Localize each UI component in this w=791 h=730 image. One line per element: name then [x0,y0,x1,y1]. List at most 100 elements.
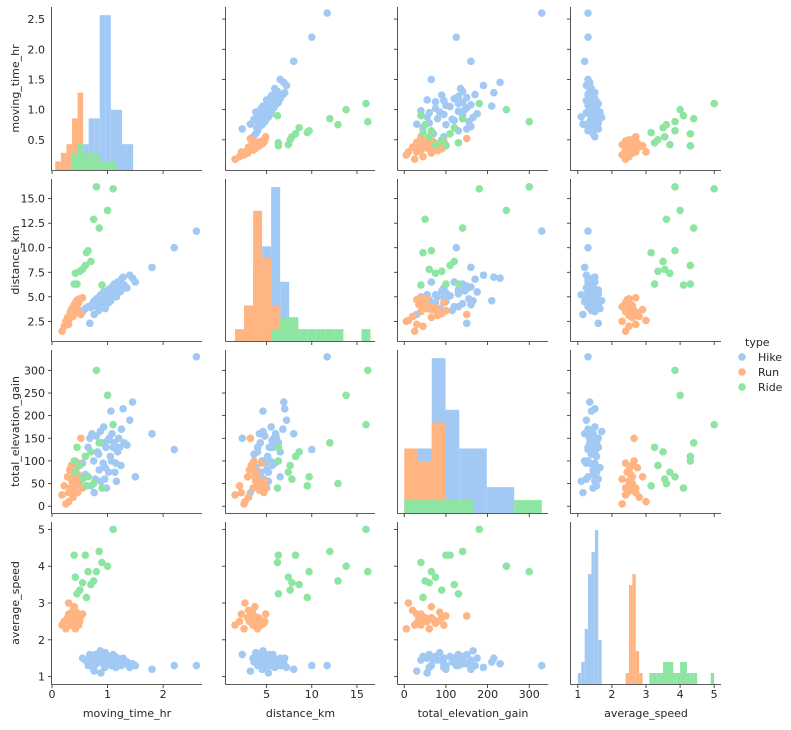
point-hike [596,463,604,472]
panel-distance_km-vs-total_elevation_gain [394,179,548,345]
point-hike [289,429,298,438]
point-ride [654,461,662,470]
point-hike [268,91,276,99]
point-hike [192,227,201,235]
point-hike [589,484,597,492]
point-ride [437,267,446,276]
legend-title: type [745,336,770,349]
point-hike [289,57,298,66]
point-hike [589,287,597,295]
point-ride [95,224,104,232]
hist-bar-ride [361,329,371,341]
point-ride [92,366,101,375]
point-hike [579,310,587,319]
point-run [625,294,633,303]
x-tick-label: 2 [608,688,615,701]
y-tick-label: 2.0 [28,43,46,56]
hist-bar-ride [77,144,84,170]
y-tick-label: 10.0 [21,242,46,255]
point-ride [82,482,91,490]
point-run [73,488,82,497]
point-hike [479,271,488,280]
point-ride [650,443,659,452]
point-hike [123,284,131,292]
point-hike [473,110,481,118]
point-hike [119,273,127,281]
hist-bar-ride [693,673,698,684]
point-hike [467,665,475,674]
point-hike [256,439,265,447]
y-axis-label: distance_km [9,225,22,294]
point-ride [654,267,662,276]
point-hike [435,108,444,116]
point-ride [71,573,80,582]
x-tick-label: 0 [49,688,56,701]
hist-bar-hike [116,109,122,170]
point-hike [117,287,125,295]
point-hike [170,661,179,670]
point-ride [82,593,91,602]
point-hike [123,441,131,449]
point-ride [421,577,429,585]
hist-bar-hike [598,640,602,684]
point-run [427,313,436,322]
panel-average_speed-vs-moving_time_hr [48,522,202,688]
point-ride [446,129,454,138]
point-run [235,617,244,626]
point-ride [288,475,296,483]
point-run [404,148,413,156]
point-hike [110,468,119,477]
point-ride [303,482,312,490]
point-run [635,493,643,501]
point-hike [423,654,431,663]
hist-bar-ride [271,329,281,341]
point-ride [647,482,655,490]
point-ride [103,206,112,215]
point-run [246,134,255,143]
y-tick-label: 0 [38,500,45,513]
point-ride [109,525,117,534]
point-run [249,484,257,492]
point-hike [148,263,156,272]
hist-bar-hike [473,448,487,513]
point-run [417,610,425,618]
y-tick-label: 150 [24,432,45,445]
point-hike [264,468,273,477]
point-hike [473,288,481,296]
hist-bar-hike [105,15,111,171]
point-run [70,305,79,314]
x-tick-label: 1 [574,688,581,701]
hist-bar-ride [666,662,670,684]
point-hike [487,658,496,666]
point-ride [274,457,283,465]
point-hike [238,650,247,659]
point-ride [73,443,81,452]
point-ride [689,439,698,447]
point-hike [268,461,276,470]
point-ride [650,280,659,288]
point-hike [128,398,137,406]
point-hike [267,423,275,431]
y-tick-label: 200 [24,410,45,423]
point-hike [537,9,546,17]
point-hike [108,429,116,438]
legend: type Hike Run Ride [738,336,783,394]
legend-label-ride: Ride [758,381,783,394]
point-run [625,322,633,331]
point-ride [273,484,282,492]
hist-bar-run [235,329,245,341]
hist-bar-hike [280,281,290,341]
point-run [240,624,248,633]
point-hike [250,115,258,124]
point-run [261,617,269,626]
point-ride [84,472,92,481]
point-run [251,142,259,150]
point-ride [525,567,534,576]
point-hike [587,115,596,124]
point-run [417,307,425,316]
point-hike [279,425,287,434]
point-hike [462,650,471,659]
point-ride [446,551,454,559]
point-hike [107,407,115,415]
